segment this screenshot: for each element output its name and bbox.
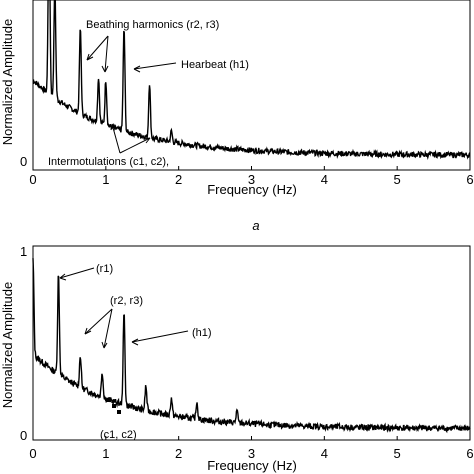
y-tick-label-b-0: 0 — [20, 428, 27, 443]
x-tick-label-a-4: 4 — [321, 172, 328, 187]
x-tick-label-a-1: 1 — [102, 172, 109, 187]
arrows-intermodulations — [110, 123, 151, 154]
y-tick-label-b-1: 1 — [20, 244, 27, 259]
arrow-h1 — [131, 330, 189, 346]
annotation-heartbeat: Hearbeat (h1) — [181, 59, 249, 71]
annotation-h1: (h1) — [192, 327, 212, 339]
arrows-r2-r3 — [84, 308, 113, 349]
x-tick-label-b-5: 5 — [394, 446, 401, 461]
x-axis-label-b: Frequency (Hz) — [207, 458, 297, 473]
y-axis-label-a: Normalized Amplitude — [0, 19, 15, 145]
y-tick-label-a-0: 0 — [20, 154, 27, 169]
plot-frame-b — [32, 245, 471, 441]
x-tick-label-b-6: 6 — [466, 446, 473, 461]
y-axis-label-b: Normalized Amplitude — [0, 282, 15, 408]
annotation-r2-r3: (r2, r3) — [110, 295, 143, 307]
annotation-intermodulations: Intermotulations (c1, c2), — [48, 156, 169, 168]
x-tick-label-a-5: 5 — [394, 172, 401, 187]
spectrum-line-b — [32, 258, 471, 434]
arrow-r1 — [59, 267, 95, 281]
x-tick-label-a-3: 3 — [248, 172, 255, 187]
panel-a: 0 1 2 3 4 5 6 0 Frequency (Hz) Normalized Ampl… — [0, 0, 474, 233]
x-tick-label-b-4: 4 — [321, 446, 328, 461]
annotation-c1-c2: (c1, c2) — [100, 429, 137, 441]
arrows-breathing-harmonics — [86, 35, 109, 73]
spectrum-line-a — [32, 0, 471, 161]
x-tick-label-b-0: 0 — [29, 446, 36, 461]
x-tick-label-b-3: 3 — [248, 446, 255, 461]
x-ticks-a: 0 1 2 3 4 5 6 — [29, 166, 474, 187]
annotation-r1: (r1) — [96, 263, 113, 275]
x-axis-label-a: Frequency (Hz) — [207, 182, 297, 197]
panel-b: 0 1 2 3 4 5 6 0 1 Frequency (Hz) Normalized Am… — [0, 244, 474, 473]
x-tick-label-b-1: 1 — [102, 446, 109, 461]
annotation-breathing-harmonics: Beathing harmonics (r2, r3) — [86, 19, 219, 31]
panel-label-a: a — [252, 218, 259, 233]
x-tick-label-a-6: 6 — [466, 172, 473, 187]
x-tick-label-b-2: 2 — [175, 446, 182, 461]
arrow-heartbeat — [133, 62, 177, 73]
x-tick-label-a-0: 0 — [29, 172, 36, 187]
markers-c1-c2 — [107, 398, 121, 414]
x-tick-label-a-2: 2 — [175, 172, 182, 187]
x-ticks-b: 0 1 2 3 4 5 6 — [29, 436, 474, 461]
